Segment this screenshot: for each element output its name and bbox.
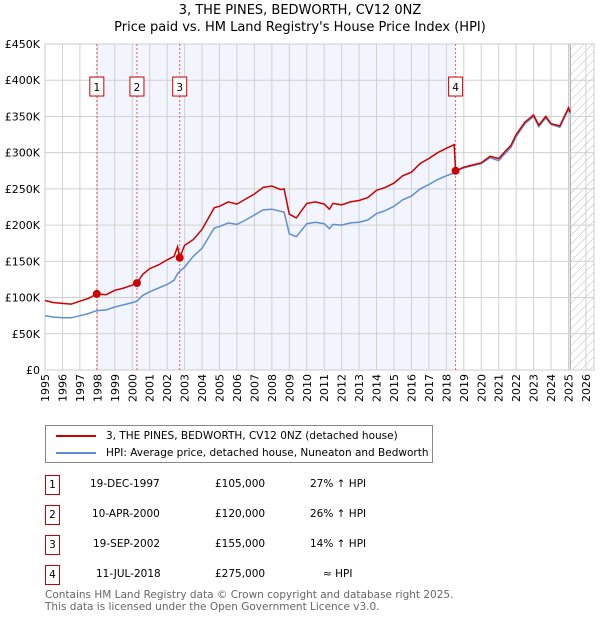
transaction-date: 19-SEP-2002: [93, 538, 161, 550]
y-tick-label: £100K: [5, 292, 41, 305]
x-tick-label: 2000: [126, 374, 139, 402]
y-tick-label: £300K: [5, 147, 41, 160]
transaction-price: £275,000: [215, 568, 266, 580]
sale-label: 2: [134, 82, 141, 94]
ownership-shaded-region: [96, 44, 456, 370]
y-tick-label: £350K: [5, 110, 41, 123]
marker-badge: 2: [45, 505, 60, 525]
legend: 3, THE PINES, BEDWORTH, CV12 0NZ (detach…: [45, 425, 433, 463]
sale-label-box: [172, 76, 188, 97]
transaction-date: 19-DEC-1997: [90, 478, 160, 490]
x-tick-label: 2015: [388, 374, 401, 402]
x-tick-label: 2020: [475, 374, 488, 402]
y-tick-label: £250K: [5, 183, 41, 196]
transaction-date: 10-APR-2000: [92, 508, 160, 520]
x-tick-label: 2011: [318, 374, 331, 402]
x-tick-label: 2026: [580, 374, 593, 402]
legend-swatch-blue: [56, 452, 96, 454]
x-tick-label: 2016: [405, 374, 418, 402]
marker-badge: 4: [45, 565, 60, 585]
sale-label-box: [448, 76, 464, 97]
x-tick-label: 2021: [493, 374, 506, 402]
y-tick-label: £400K: [5, 74, 41, 87]
x-tick-label: 2025: [563, 374, 576, 402]
footer-copyright: Contains HM Land Registry data © Crown c…: [45, 589, 454, 601]
sale-label-box: [89, 76, 105, 97]
x-tick-label: 2010: [301, 374, 314, 402]
x-tick-label: 2002: [161, 374, 174, 402]
x-tick-label: 2003: [179, 374, 192, 402]
x-tick-label: 2024: [545, 374, 558, 402]
x-tick-label: 2012: [336, 374, 349, 402]
x-tick-label: 2007: [248, 374, 261, 402]
x-tick-label: 2022: [510, 374, 523, 402]
transaction-hpi: 14% ↑ HPI: [310, 538, 367, 550]
transaction-hpi: 27% ↑ HPI: [310, 478, 367, 490]
sale-label: 1: [93, 82, 100, 94]
legend-swatch-red: [56, 435, 96, 437]
x-tick-label: 2004: [196, 374, 209, 402]
legend-item-property: 3, THE PINES, BEDWORTH, CV12 0NZ (detach…: [56, 428, 398, 444]
sale-point: [92, 289, 101, 298]
transaction-price: £105,000: [215, 478, 266, 490]
x-tick-label: 2023: [528, 374, 541, 402]
title-line-2: Price paid vs. HM Land Registry's House …: [114, 20, 486, 35]
transaction-date: 11-JUL-2018: [96, 568, 161, 580]
y-tick-label: £150K: [5, 255, 41, 268]
hpi-line: [44, 107, 571, 319]
x-tick-label: 2008: [266, 374, 279, 402]
transaction-row: 4 11-JUL-2018 £275,000 ≈ HPI: [45, 565, 465, 585]
transaction-row: 1 19-DEC-1997 £105,000 27% ↑ HPI: [45, 475, 465, 495]
x-tick-label: 2014: [371, 374, 384, 402]
x-tick-label: 1997: [74, 374, 87, 402]
x-tick-label: 1995: [39, 374, 52, 402]
x-tick-label: 2019: [458, 374, 471, 402]
chart-title: 3, THE PINES, BEDWORTH, CV12 0NZ Price p…: [0, 2, 600, 36]
transaction-hpi: 26% ↑ HPI: [310, 508, 367, 520]
legend-label: HPI: Average price, detached house, Nune…: [106, 447, 429, 459]
sale-point: [132, 279, 141, 288]
sale-label: 3: [176, 82, 183, 94]
forecast-hatch-region: [570, 44, 594, 370]
sale-label-box: [129, 76, 145, 97]
x-tick-label: 2001: [144, 374, 157, 402]
plot-border: [44, 43, 595, 371]
y-tick-label: £450K: [5, 38, 41, 51]
transaction-price: £155,000: [215, 538, 266, 550]
y-tick-label: £200K: [5, 219, 41, 232]
transaction-row: 3 19-SEP-2002 £155,000 14% ↑ HPI: [45, 535, 465, 555]
marker-badge: 1: [45, 475, 60, 495]
sale-label: 4: [452, 82, 459, 94]
y-tick-label: £50K: [12, 328, 41, 341]
marker-badge: 3: [45, 535, 60, 555]
x-tick-label: 1998: [91, 374, 104, 402]
y-tick-label: £0: [26, 364, 40, 377]
property-price-line: [44, 105, 571, 305]
legend-label: 3, THE PINES, BEDWORTH, CV12 0NZ (detach…: [106, 430, 398, 442]
sale-point: [175, 253, 184, 262]
title-line-1: 3, THE PINES, BEDWORTH, CV12 0NZ: [178, 3, 422, 18]
transaction-row: 2 10-APR-2000 £120,000 26% ↑ HPI: [45, 505, 465, 525]
transaction-hpi: ≈ HPI: [323, 568, 353, 580]
x-tick-label: 1996: [56, 374, 69, 402]
x-tick-label: 2005: [214, 374, 227, 402]
x-tick-label: 2017: [423, 374, 436, 402]
x-tick-label: 2006: [231, 374, 244, 402]
x-tick-label: 2009: [283, 374, 296, 402]
footer: Contains HM Land Registry data © Crown c…: [45, 589, 453, 613]
price-chart: 1995 1996 1997 1998 1999 2000 2001 2002 2003 2004…: [5, 38, 595, 402]
sale-point: [451, 166, 460, 175]
x-tick-label: 2013: [353, 374, 366, 402]
x-tick-label: 1999: [109, 374, 122, 402]
x-tick-label: 2018: [440, 374, 453, 402]
footer-licence: This data is licensed under the Open Gov…: [45, 601, 380, 613]
transaction-price: £120,000: [215, 508, 266, 520]
legend-item-hpi: HPI: Average price, detached house, Nune…: [56, 445, 428, 461]
